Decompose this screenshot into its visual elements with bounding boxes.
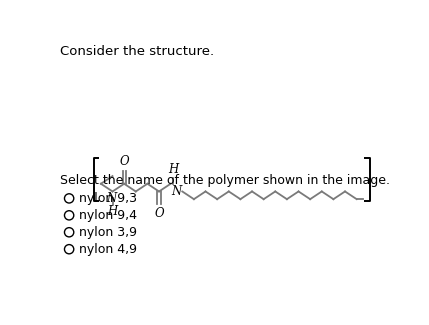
Text: O: O [154, 207, 164, 220]
Text: H: H [168, 163, 178, 176]
Text: Consider the structure.: Consider the structure. [60, 45, 214, 58]
Text: N: N [107, 192, 117, 205]
Text: nylon 9,3: nylon 9,3 [79, 192, 137, 205]
Text: nylon 3,9: nylon 3,9 [79, 226, 137, 239]
Text: H: H [107, 205, 118, 218]
Text: N: N [172, 185, 181, 198]
Text: nylon 4,9: nylon 4,9 [79, 243, 137, 256]
Text: O: O [119, 155, 129, 168]
Text: Select the name of the polymer shown in the image.: Select the name of the polymer shown in … [60, 174, 390, 187]
Text: nylon 9,4: nylon 9,4 [79, 209, 137, 222]
